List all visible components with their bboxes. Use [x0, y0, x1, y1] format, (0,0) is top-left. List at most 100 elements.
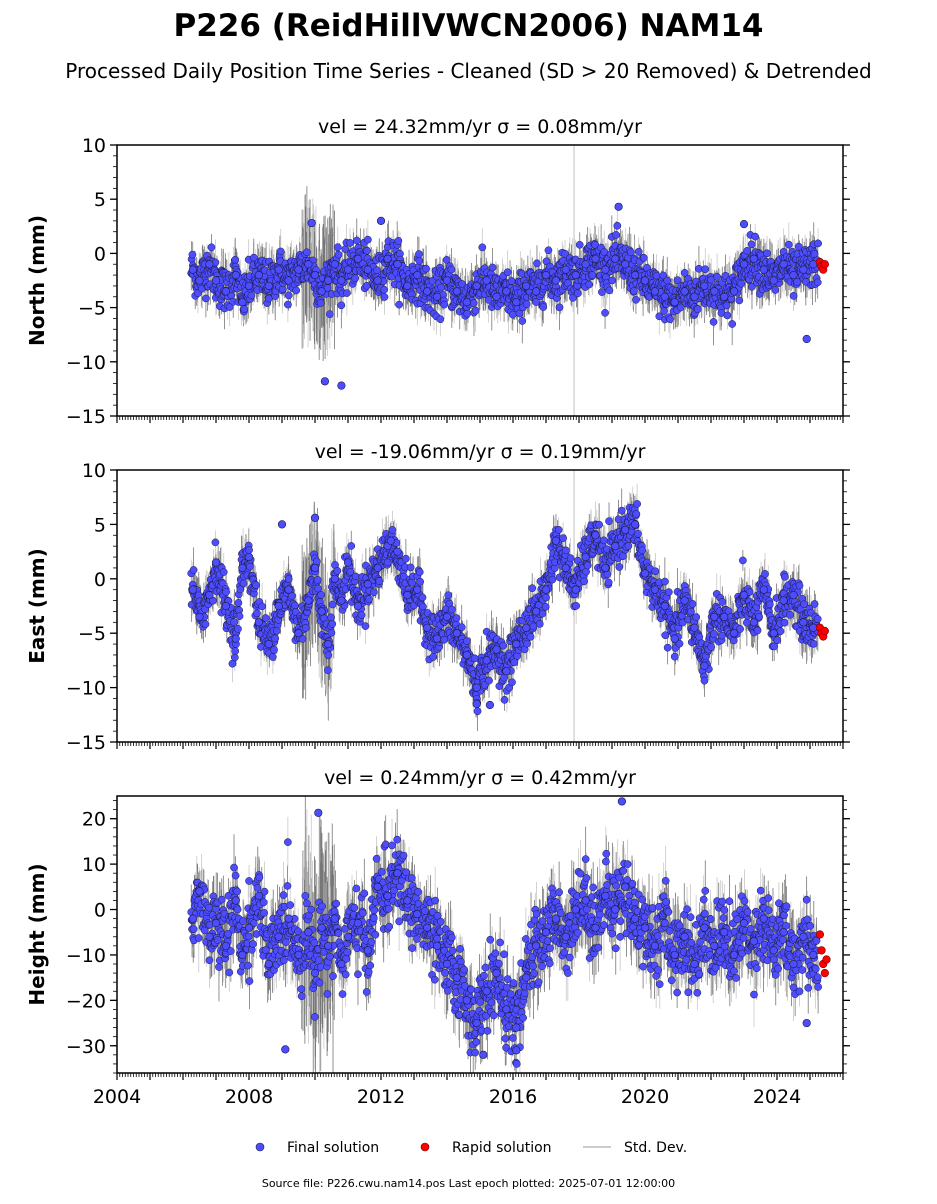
final-solution-point [381, 293, 388, 300]
final-solution-point [503, 288, 511, 296]
final-solution-point [443, 277, 451, 285]
final-solution-point [232, 271, 240, 279]
final-solution-point [523, 301, 530, 308]
final-solution-point [470, 299, 477, 306]
final-solution-point [533, 260, 540, 267]
final-solution-point [540, 303, 547, 310]
final-solution-point [479, 244, 486, 251]
final-solution-point [208, 244, 215, 251]
final-solution-point [334, 244, 341, 251]
final-solution-point [651, 288, 659, 296]
final-solution-point [239, 298, 247, 306]
final-solution-point [344, 266, 352, 274]
y-tick-label: −15 [66, 406, 106, 428]
final-solution-point [353, 237, 360, 244]
final-solution-point [396, 301, 403, 308]
final-solution-point [740, 260, 748, 268]
final-solution-point [285, 277, 293, 285]
final-solution-point [285, 292, 292, 299]
final-solution-point [522, 282, 530, 290]
final-solution-point [318, 288, 326, 296]
final-solution-point [317, 299, 324, 306]
final-solution-point [305, 260, 313, 268]
final-solution-point [615, 203, 623, 211]
y-tick-label: 5 [94, 189, 106, 211]
final-solution-point [532, 288, 540, 296]
panel-title: vel = 24.32mm/yr σ = 0.08mm/yr [318, 116, 642, 138]
final-solution-point [772, 286, 779, 293]
final-solution-point [592, 255, 600, 263]
final-solution-point [785, 241, 792, 248]
final-solution-point [635, 248, 642, 255]
final-solution-point [724, 312, 731, 319]
final-solution-point [630, 287, 637, 294]
final-solution-point [473, 282, 481, 290]
final-solution-point [614, 222, 621, 229]
final-solution-point [222, 288, 230, 296]
final-solution-point [545, 247, 552, 254]
final-solution-point [509, 311, 516, 318]
final-solution-point [542, 271, 550, 279]
final-solution-point [277, 248, 284, 255]
final-solution-point [744, 247, 751, 254]
final-solution-point [504, 269, 511, 276]
final-solution-point [632, 296, 639, 303]
final-solution-point [723, 302, 730, 309]
final-solution-point [750, 255, 758, 263]
final-solution-point [576, 241, 583, 248]
final-solution-point [338, 302, 345, 309]
final-solution-point [248, 292, 255, 299]
final-solution-point [582, 260, 590, 268]
final-solution-point [265, 282, 273, 290]
final-solution-point [255, 271, 263, 279]
final-solution-point [293, 287, 300, 294]
final-solution-point [720, 293, 728, 301]
final-solution-point [245, 282, 253, 290]
final-solution-point [363, 247, 370, 254]
final-solution-point [602, 266, 610, 274]
final-solution-point [448, 266, 455, 273]
final-solution-point [730, 288, 738, 296]
final-solution-point [710, 318, 717, 325]
final-solution-point [384, 255, 392, 263]
final-solution-point [601, 309, 608, 316]
final-solution-point [373, 267, 380, 274]
y-tick-label: −10 [66, 352, 106, 374]
final-solution-point [748, 241, 755, 248]
y-tick-label: 10 [82, 135, 106, 157]
final-solution-point [609, 277, 616, 284]
final-solution-point [508, 277, 515, 284]
final-solution-point [714, 273, 721, 280]
final-solution-point [335, 251, 342, 258]
final-solution-point [464, 310, 471, 317]
final-solution-point [303, 249, 310, 256]
final-solution-point [589, 271, 596, 278]
final-solution-point [422, 265, 429, 272]
final-solution-point [780, 260, 788, 268]
final-solution-point [621, 260, 629, 268]
final-solution-point [364, 236, 371, 243]
final-solution-point [338, 277, 346, 285]
y-axis-label: North (mm) [25, 215, 49, 346]
final-solution-point [803, 335, 811, 343]
final-solution-point [572, 271, 580, 279]
final-solution-point [770, 277, 778, 285]
y-axis-label: East (mm) [25, 548, 49, 664]
final-solution-point [483, 277, 491, 285]
final-solution-point [790, 271, 798, 279]
final-solution-point [463, 298, 471, 306]
final-solution-point [321, 378, 329, 386]
final-solution-point [364, 266, 372, 274]
final-solution-point [381, 286, 388, 293]
final-solution-point [701, 282, 709, 290]
final-solution-point [738, 280, 745, 287]
final-solution-point [661, 293, 669, 301]
final-solution-point [441, 301, 448, 308]
final-solution-point [416, 257, 423, 264]
final-solution-point [206, 260, 214, 268]
final-solution-point [395, 237, 402, 244]
final-solution-point [815, 240, 822, 247]
final-solution-point [740, 220, 748, 228]
final-solution-point [691, 293, 699, 301]
